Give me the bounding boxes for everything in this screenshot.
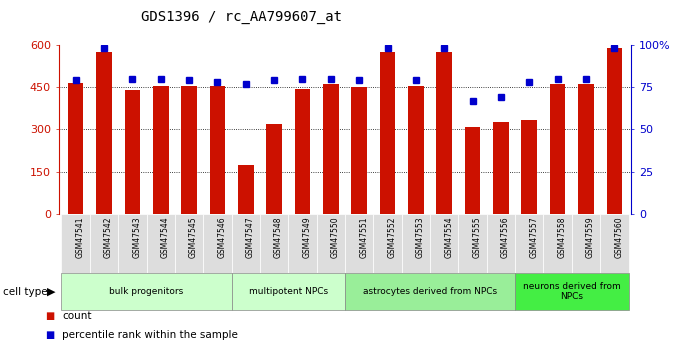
FancyBboxPatch shape — [175, 214, 204, 273]
Text: GSM47558: GSM47558 — [558, 217, 566, 258]
Text: count: count — [62, 311, 92, 321]
FancyBboxPatch shape — [61, 214, 90, 273]
Bar — [437, 52, 452, 214]
FancyBboxPatch shape — [515, 273, 629, 310]
Text: GSM47545: GSM47545 — [189, 217, 198, 258]
Text: GSM47552: GSM47552 — [388, 217, 397, 258]
Text: GSM47551: GSM47551 — [359, 217, 368, 258]
FancyBboxPatch shape — [544, 214, 572, 273]
Text: percentile rank within the sample: percentile rank within the sample — [62, 330, 238, 339]
Bar — [181, 86, 197, 214]
FancyBboxPatch shape — [486, 214, 515, 273]
FancyBboxPatch shape — [430, 214, 458, 273]
Bar — [68, 83, 83, 214]
Text: GSM47559: GSM47559 — [586, 217, 595, 258]
Text: GSM47550: GSM47550 — [331, 217, 339, 258]
Text: GSM47557: GSM47557 — [529, 217, 538, 258]
Bar — [323, 84, 339, 214]
Text: astrocytes derived from NPCs: astrocytes derived from NPCs — [363, 287, 497, 296]
Text: GSM47542: GSM47542 — [104, 217, 113, 258]
FancyBboxPatch shape — [118, 214, 146, 273]
Bar — [125, 90, 140, 214]
FancyBboxPatch shape — [317, 214, 345, 273]
Bar — [465, 127, 480, 214]
Bar — [578, 84, 594, 214]
Bar — [550, 84, 565, 214]
Text: GSM47560: GSM47560 — [614, 217, 623, 258]
Text: GSM47541: GSM47541 — [76, 217, 85, 258]
Text: GSM47548: GSM47548 — [274, 217, 283, 258]
FancyBboxPatch shape — [515, 214, 544, 273]
FancyBboxPatch shape — [288, 214, 317, 273]
FancyBboxPatch shape — [232, 214, 260, 273]
Bar — [210, 86, 225, 214]
Text: bulk progenitors: bulk progenitors — [110, 287, 184, 296]
Text: GSM47546: GSM47546 — [217, 217, 226, 258]
Text: GSM47544: GSM47544 — [161, 217, 170, 258]
Bar — [153, 86, 168, 214]
Bar — [351, 87, 367, 214]
FancyBboxPatch shape — [146, 214, 175, 273]
Bar — [493, 122, 509, 214]
Text: ■: ■ — [45, 330, 54, 339]
Bar — [266, 124, 282, 214]
Text: ■: ■ — [45, 311, 54, 321]
Bar — [238, 165, 253, 214]
FancyBboxPatch shape — [600, 214, 629, 273]
Text: GSM47556: GSM47556 — [501, 217, 510, 258]
Text: GSM47553: GSM47553 — [416, 217, 425, 258]
FancyBboxPatch shape — [204, 214, 232, 273]
FancyBboxPatch shape — [345, 273, 515, 310]
FancyBboxPatch shape — [373, 214, 402, 273]
FancyBboxPatch shape — [458, 214, 486, 273]
Bar — [522, 119, 537, 214]
Text: GSM47555: GSM47555 — [473, 217, 482, 258]
Text: GSM47549: GSM47549 — [302, 217, 311, 258]
Text: ▶: ▶ — [47, 287, 55, 296]
FancyBboxPatch shape — [345, 214, 373, 273]
Bar — [607, 48, 622, 214]
Bar — [408, 86, 424, 214]
Bar — [96, 52, 112, 214]
Text: GSM47543: GSM47543 — [132, 217, 141, 258]
Bar — [295, 89, 310, 214]
Text: GSM47547: GSM47547 — [246, 217, 255, 258]
Text: GDS1396 / rc_AA799607_at: GDS1396 / rc_AA799607_at — [141, 10, 342, 24]
Bar — [380, 52, 395, 214]
FancyBboxPatch shape — [61, 273, 232, 310]
Text: multipotent NPCs: multipotent NPCs — [248, 287, 328, 296]
Text: GSM47554: GSM47554 — [444, 217, 453, 258]
Text: cell type: cell type — [3, 287, 48, 296]
FancyBboxPatch shape — [232, 273, 345, 310]
FancyBboxPatch shape — [90, 214, 118, 273]
FancyBboxPatch shape — [260, 214, 288, 273]
FancyBboxPatch shape — [402, 214, 430, 273]
FancyBboxPatch shape — [572, 214, 600, 273]
Text: neurons derived from
NPCs: neurons derived from NPCs — [523, 282, 621, 301]
